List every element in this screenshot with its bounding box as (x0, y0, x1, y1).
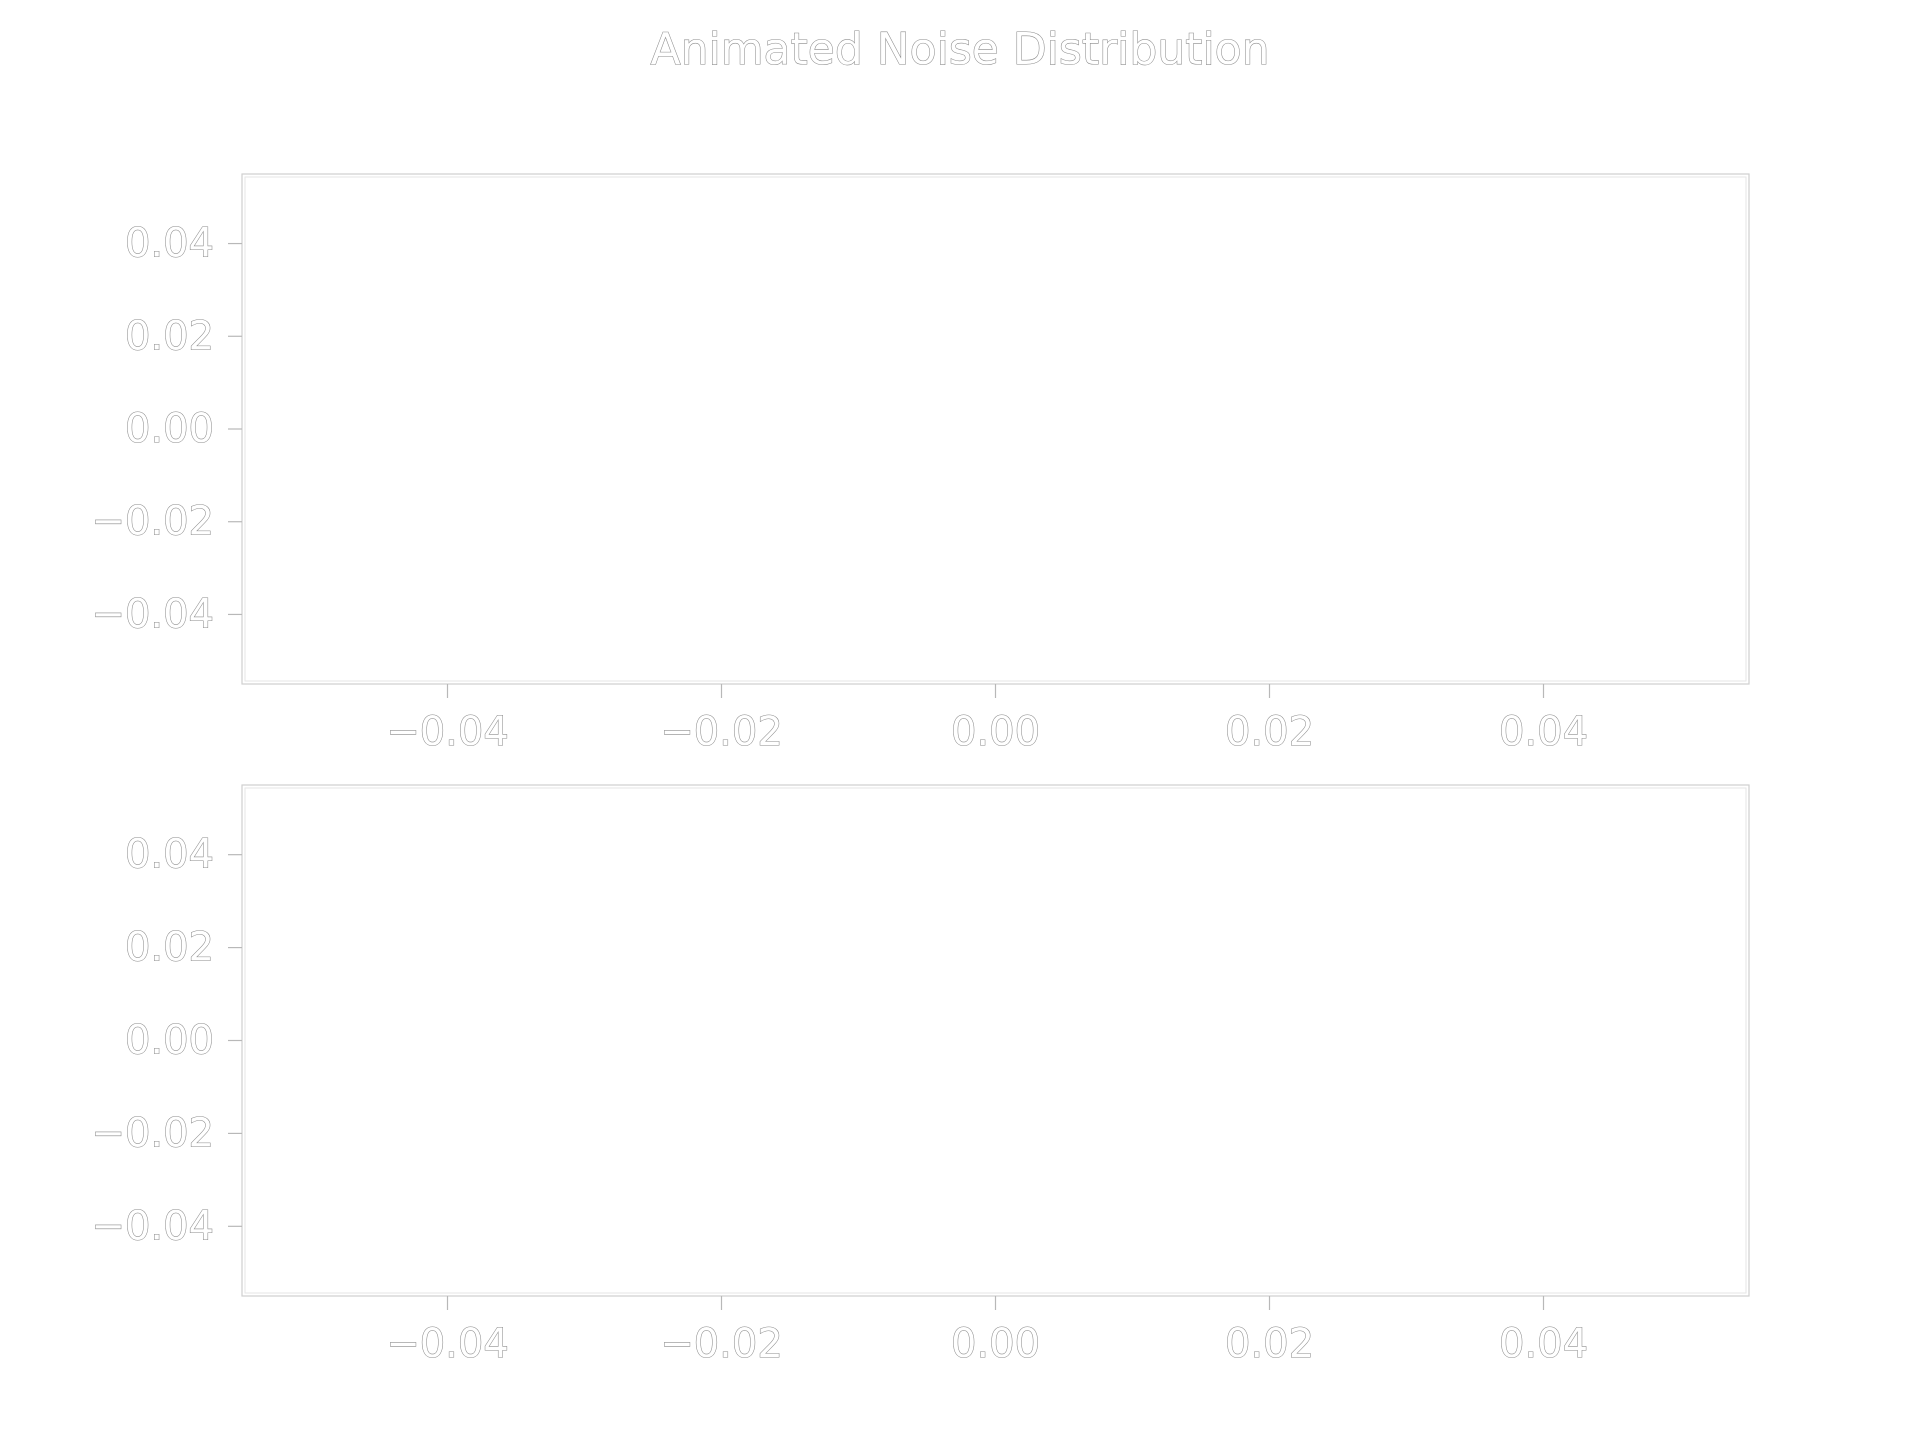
y-tick-label: −0.04 (91, 591, 214, 637)
y-tick-label: −0.02 (91, 499, 214, 545)
y-tick-label: 0.02 (125, 925, 214, 971)
x-tick-label: −0.04 (386, 1321, 509, 1367)
x-tick-label: 0.00 (951, 709, 1040, 755)
subplot-2: 0.04 0.02 0.00 −0.02 −0.04 −0.04 −0.02 0.00 0.02… (91, 784, 1750, 1368)
y-tick-label: −0.04 (91, 1203, 214, 1249)
x-tick-label: 0.02 (1225, 1321, 1314, 1367)
x-tick-label: −0.04 (386, 709, 509, 755)
plot-frame (241, 173, 1750, 685)
x-tick-label: 0.00 (951, 1321, 1040, 1367)
figure-title: Animated Noise Distribution (650, 24, 1269, 75)
y-tick-label: 0.00 (125, 1018, 214, 1064)
x-tick-label: 0.04 (1499, 1321, 1588, 1367)
subplot-panels: 0.04 0.02 0.00 −0.02 −0.04 −0.04 −0.02 0.00 0.02… (91, 173, 1750, 1368)
subplot-1: 0.04 0.02 0.00 −0.02 −0.04 −0.04 −0.02 0.00 0.02… (91, 173, 1750, 756)
x-tick-label: 0.02 (1225, 709, 1314, 755)
x-tick-label: −0.02 (660, 1321, 783, 1367)
plot-frame-inner (244, 176, 1747, 682)
x-tick-label: 0.04 (1499, 709, 1588, 755)
y-tick-label: 0.04 (125, 832, 214, 878)
plot-frame-inner (244, 787, 1747, 1294)
x-tick-label: −0.02 (660, 709, 783, 755)
y-tick-label: −0.02 (91, 1110, 214, 1156)
plot-frame (241, 784, 1750, 1297)
y-tick-label: 0.04 (125, 221, 214, 267)
y-tick-label: 0.02 (125, 313, 214, 359)
y-tick-label: 0.00 (125, 406, 214, 452)
